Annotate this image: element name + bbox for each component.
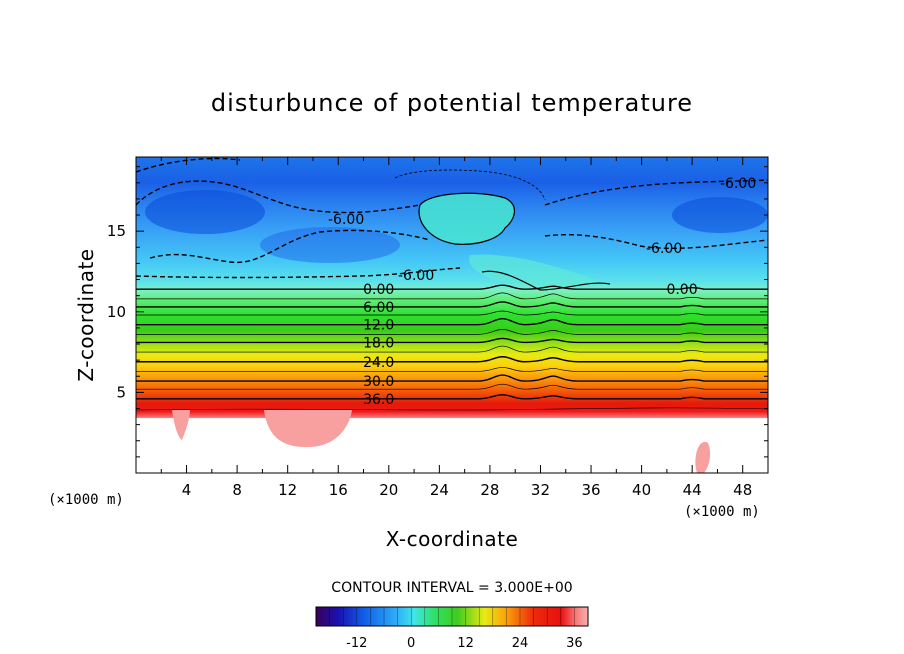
negative-contour-7: [394, 169, 546, 201]
y-tick-label: 10: [107, 303, 126, 321]
x-tick-label: 16: [329, 481, 348, 499]
contour-line: [136, 301, 768, 308]
negative-contour-3: [149, 229, 431, 264]
x-tick-label: 40: [632, 481, 651, 499]
cold-pocket-right: [672, 197, 768, 233]
colorbar: -12 0 12 24 36: [315, 606, 589, 651]
warm-anomaly-mid: [469, 254, 610, 287]
negative-contour-1: [136, 180, 421, 214]
plot-frame: [135, 156, 769, 474]
contour-label: 30.0: [363, 374, 394, 390]
cold-pocket-mid: [260, 227, 400, 263]
x-axis-label: X-coordinate: [386, 527, 519, 551]
contour-line: [136, 310, 768, 316]
surface-blob-2: [172, 410, 190, 440]
y-unit-label: (×1000 m): [48, 492, 124, 508]
contour-line: [136, 292, 768, 300]
anomaly-contour: [418, 192, 515, 245]
warm-anomaly-top: [419, 193, 515, 245]
x-ticks: 4 8 12 16 20 24 28 32 36 40 44 48: [160, 157, 752, 499]
x-tick-label: 20: [379, 481, 398, 499]
x-unit-label: (×1000 m): [684, 504, 760, 520]
contour-label: 36.0: [363, 392, 394, 408]
x-tick-label: 44: [683, 481, 702, 499]
contour-label: 0.00: [363, 282, 394, 298]
negative-contour-6: [544, 234, 768, 249]
chart-title: disturbunce of potential temperature: [211, 89, 693, 117]
contour-lines: [136, 284, 768, 400]
contour-line: [136, 284, 768, 290]
colorbar-tick-label: 12: [457, 636, 474, 651]
plot-area: 36.0 30.0 24.0 18.012.0 6.00 0.00 0.00 -6.00 -…: [107, 156, 769, 499]
contour-line: [136, 356, 768, 363]
x-tick-label: 32: [531, 481, 550, 499]
negative-labels: -6.00 -6.00 -6.00 -6.00: [328, 176, 756, 284]
surface-contour: [136, 407, 768, 411]
contour-label: 24.0: [363, 355, 394, 371]
surface-blob-3: [695, 441, 711, 473]
neg-label-1: -6.00: [328, 212, 364, 228]
contour-line: [136, 367, 768, 372]
colorbar-tick-label: 0: [407, 636, 415, 651]
colorbar-tick-label: 36: [566, 636, 583, 651]
y-tick-label: 5: [116, 383, 126, 401]
contour-line: [136, 337, 768, 344]
contour-line: [136, 374, 768, 382]
colorbar-frame: [315, 606, 589, 627]
contour-label: 6.00: [363, 300, 394, 316]
surface-blob-1: [264, 410, 352, 448]
contour-line: [136, 383, 768, 390]
x-tick-label: 12: [278, 481, 297, 499]
colorbar-dividers: [315, 607, 589, 626]
contour-interval: CONTOUR INTERVAL = 3.000E+00: [331, 580, 572, 596]
y-axis-label: Z-coordinate: [74, 248, 98, 381]
x-tick-label: 4: [182, 481, 192, 499]
negative-contour-2: [136, 157, 241, 173]
contour-line: [136, 328, 768, 335]
x-tick-label: 24: [430, 481, 449, 499]
colorbar-tick-label: 24: [512, 636, 529, 651]
field-features: [136, 157, 768, 473]
negative-contour-5: [544, 179, 768, 206]
cold-pocket-left: [145, 190, 265, 234]
contour-line: [136, 394, 768, 400]
colorbar-tick-label: -12: [346, 636, 367, 651]
neg-label-2: -6.00: [398, 268, 434, 284]
colorbar-ticks: -12 0 12 24 36: [346, 636, 582, 651]
x-tick-label: 28: [480, 481, 499, 499]
x-tick-label: 36: [581, 481, 600, 499]
x-tick-label: 8: [232, 481, 242, 499]
contour-line: [136, 317, 768, 326]
neg-label-4: -6.00: [646, 241, 682, 257]
negative-contour-4: [136, 267, 461, 279]
contour-label: 0.00: [666, 282, 697, 298]
y-ticks: 5 10 15: [107, 166, 768, 458]
neg-label-3: -6.00: [720, 176, 756, 192]
y-tick-label: 15: [107, 222, 126, 240]
contour-line: [136, 345, 768, 353]
contour-label: 12.0: [363, 318, 394, 334]
contour-label: 18.0: [363, 335, 394, 351]
contour-labels: 36.0 30.0 24.0 18.012.0 6.00 0.00 0.00: [363, 282, 698, 408]
x-tick-label: 48: [733, 481, 752, 499]
zero-bump-contour: [481, 270, 611, 291]
